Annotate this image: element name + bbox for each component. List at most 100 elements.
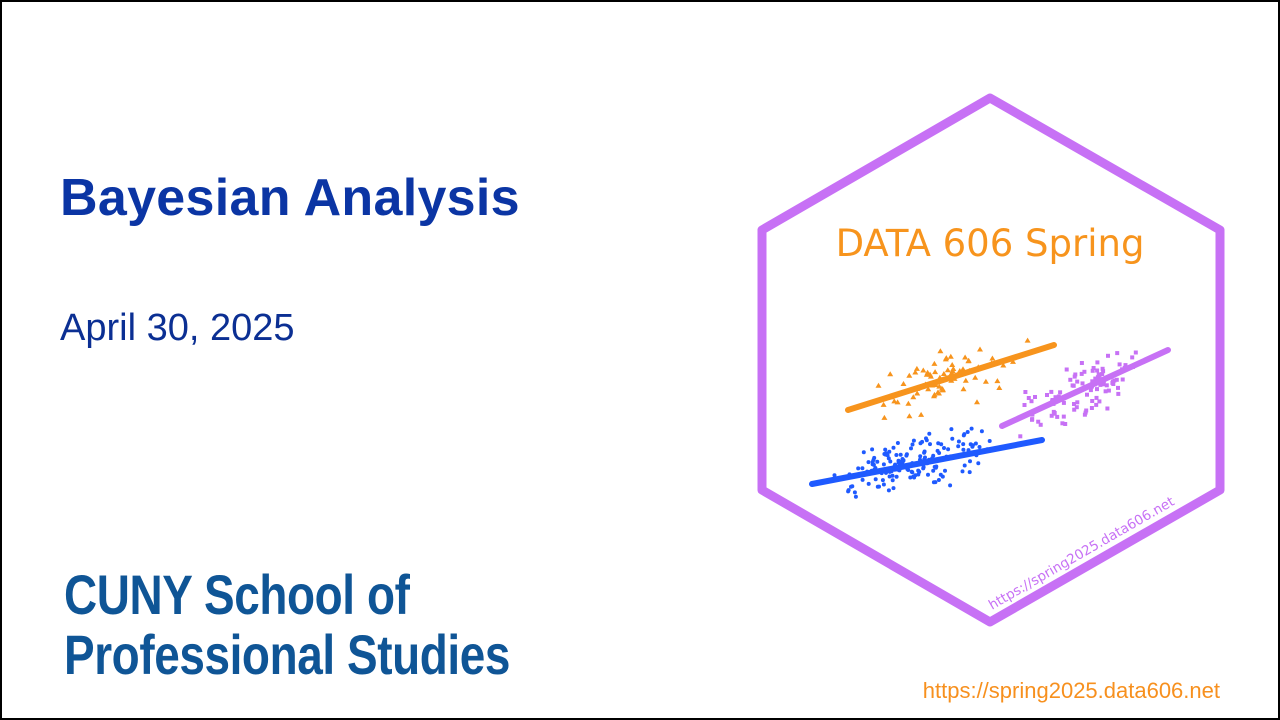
scatter-point (1082, 369, 1087, 374)
scatter-point (946, 447, 951, 452)
scatter-point (976, 461, 981, 466)
scatter-point (1104, 383, 1109, 388)
scatter-point (918, 411, 925, 417)
scatter-point (942, 356, 949, 362)
scatter-point (944, 367, 951, 373)
scatter-point (961, 442, 966, 447)
scatter-point (931, 360, 938, 366)
scatter-point (1038, 422, 1043, 427)
scatter-point (1093, 376, 1098, 381)
scatter-point (1083, 410, 1088, 415)
scatter-point (870, 447, 875, 452)
scatter-point (974, 399, 980, 405)
scatter-point (962, 354, 969, 360)
scatter-point (1101, 382, 1106, 387)
scatter-point (1068, 377, 1073, 382)
scatter-point (1115, 351, 1120, 356)
trend-line-orange (845, 342, 1057, 413)
scatter-point (973, 441, 978, 446)
scatter-point (856, 466, 861, 471)
scatter-point (931, 480, 936, 485)
scatter-point (887, 371, 894, 377)
scatter-point (909, 446, 913, 451)
scatter-point (880, 478, 885, 483)
scatter-point (873, 477, 878, 482)
scatter-point (1079, 361, 1084, 365)
org-logo: CUNY School of Professional Studies (64, 565, 510, 685)
scatter-point (948, 483, 953, 488)
scatter-point (1051, 409, 1056, 414)
scatter-point (1018, 434, 1023, 439)
scatter-point (1064, 367, 1069, 372)
scatter-point (1110, 380, 1115, 385)
scatter-point (1085, 392, 1089, 397)
scatter-point (1074, 405, 1079, 410)
scatter-point (1023, 390, 1028, 394)
scatter-point (950, 436, 955, 441)
scatter-point (1117, 362, 1122, 367)
scatter-point (940, 371, 947, 376)
scatter-point (933, 465, 938, 470)
scatter-point (1060, 421, 1065, 426)
scatter-point (1095, 368, 1100, 373)
hex-sticker-logo: DATA 606 Spring https://spring2025.data6… (757, 93, 1225, 627)
scatter-point (891, 398, 898, 404)
scatter-point (1045, 393, 1049, 397)
scatter-point (961, 447, 966, 452)
scatter-point (1080, 381, 1085, 386)
org-logo-line-1: CUNY School of (64, 563, 410, 626)
scatter-point (909, 469, 914, 474)
scatter-point (891, 486, 896, 491)
scatter-point (899, 459, 904, 464)
scatter-point (1103, 389, 1108, 394)
scatter-point (880, 401, 887, 407)
scatter-point (881, 482, 886, 487)
scatter-point (1079, 371, 1084, 376)
scatter-point (866, 460, 871, 465)
scatter-point (1120, 377, 1125, 382)
scatter-point (1130, 355, 1135, 360)
scatter-point (1070, 383, 1075, 388)
scatter-point (989, 355, 996, 361)
logo-heading: DATA 606 Spring (836, 222, 1145, 265)
scatter-point (961, 433, 966, 438)
scatter-point (1029, 399, 1034, 404)
scatter-point (906, 413, 913, 419)
scatter-point (936, 383, 943, 389)
scatter-point (970, 444, 975, 449)
scatter-point (895, 441, 900, 445)
scatter-point (1095, 375, 1100, 380)
trend-line-blue (809, 437, 1045, 487)
scatter-point (877, 484, 881, 489)
scatter-point (881, 462, 886, 467)
scatter-point (982, 378, 989, 384)
scatter-point (977, 346, 983, 352)
scatter-point (1133, 350, 1138, 355)
scatter-point (1123, 363, 1128, 368)
scatter-point (888, 459, 893, 464)
scatter-point (849, 484, 853, 489)
scatter-point (910, 394, 917, 400)
scatter-point (896, 458, 901, 463)
scatter-point (960, 366, 966, 372)
scatter-point (860, 466, 865, 471)
scatter-point (1072, 374, 1077, 379)
scatter-point (937, 451, 942, 455)
scatter-point (908, 475, 913, 480)
scatter-point (866, 481, 871, 486)
scatter-point (910, 442, 915, 447)
scatter-point (890, 478, 895, 483)
scatter-point (977, 445, 982, 449)
scatter-point (921, 466, 926, 471)
scatter-point (886, 488, 891, 493)
scatter-point (870, 459, 875, 464)
scatter-point (949, 362, 956, 367)
scatter-point (912, 369, 919, 375)
footer-url-link[interactable]: https://spring2025.data606.net (922, 678, 1220, 703)
scatter-point (1022, 403, 1027, 407)
scatter-point (925, 386, 932, 392)
scatter-point (920, 367, 927, 373)
scatter-point (886, 456, 891, 461)
scatter-point (1030, 417, 1034, 422)
scatter-point (1095, 360, 1100, 365)
